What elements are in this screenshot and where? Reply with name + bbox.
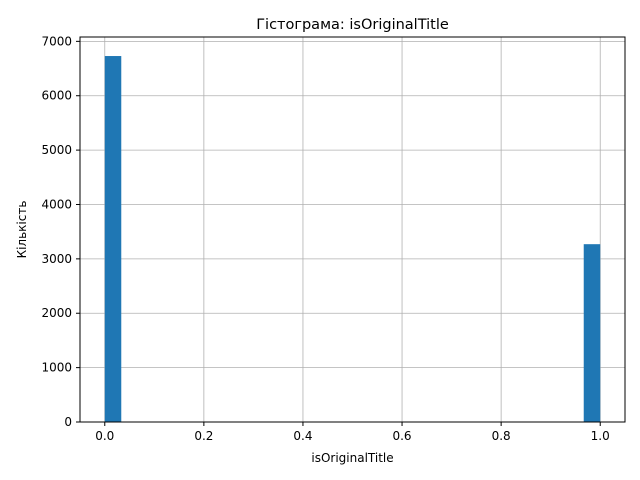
- y-tick-label: 3000: [41, 252, 72, 266]
- chart-title: Гістограма: isOriginalTitle: [256, 17, 449, 33]
- bar-1: [583, 244, 601, 422]
- y-tick-label: 0: [64, 415, 72, 429]
- y-tick-label: 1000: [41, 361, 72, 375]
- bars: [104, 56, 601, 423]
- y-tick-label: 7000: [41, 34, 72, 48]
- x-tick-label: 0.4: [293, 429, 312, 443]
- grid-lines: [80, 37, 625, 423]
- y-tick-label: 4000: [41, 197, 72, 211]
- x-axis-label: isOriginalTitle: [311, 451, 393, 465]
- x-tick-label: 0.0: [95, 429, 114, 443]
- y-tick-label: 5000: [41, 143, 72, 157]
- x-tick-label: 0.2: [194, 429, 213, 443]
- x-axis: 0.0 0.2 0.4 0.6 0.8 1.0: [95, 422, 610, 443]
- y-tick-label: 6000: [41, 89, 72, 103]
- y-tick-label: 2000: [41, 306, 72, 320]
- plot-area: [80, 37, 625, 422]
- y-axis: 0 1000 2000 3000 4000 5000 6000 7000: [41, 34, 80, 429]
- plot-frame: [79, 36, 626, 423]
- x-tick-label: 1.0: [591, 429, 610, 443]
- x-tick-label: 0.6: [392, 429, 411, 443]
- x-tick-label: 0.8: [492, 429, 511, 443]
- bar-0: [104, 56, 122, 423]
- y-axis-label: Кількість: [15, 201, 29, 259]
